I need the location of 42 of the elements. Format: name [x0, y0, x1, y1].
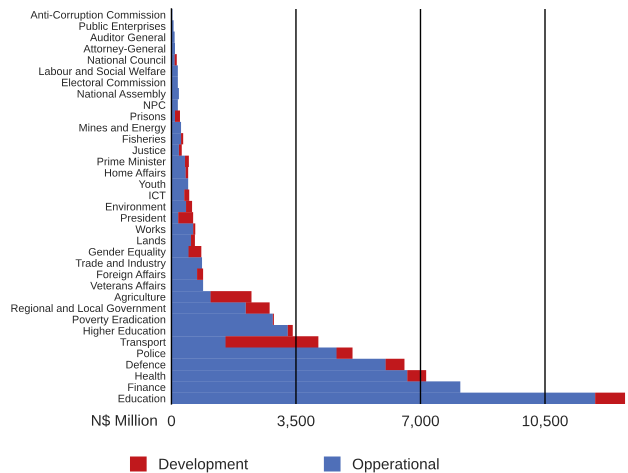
y-tick-label: Public Enterprises [79, 22, 166, 32]
x-tick-label: 10,500 [522, 415, 568, 428]
y-tick-label: ICT [149, 192, 166, 200]
y-tick-label: Regional and Local Government [11, 304, 166, 314]
legend-label: Opperational [352, 458, 439, 472]
y-tick-label: Environment [106, 202, 166, 210]
y-tick-label: Transport [120, 338, 166, 348]
y-tick-label: Mines and Energy [79, 124, 166, 134]
y-tick-label: NPC [144, 101, 166, 109]
y-tick-label: Health [135, 372, 166, 380]
y-tick-label: Lands [137, 236, 166, 244]
y-tick-label: Police [137, 349, 166, 358]
x-axis-title: N$ Million [92, 414, 157, 427]
y-tick-label: Prisons [130, 112, 166, 120]
y-tick-label: National Council [88, 56, 166, 64]
y-tick-label: Defence [126, 360, 166, 368]
y-tick-label: Finance [128, 383, 166, 392]
y-tick-label: Education [118, 394, 166, 402]
y-tick-label: Fisheries [122, 134, 166, 143]
legend-label: Development [159, 458, 248, 472]
y-tick-label: Gender Equality [88, 248, 166, 258]
y-tick-label: Anti-Corruption Commission [30, 10, 166, 21]
y-tick-label: Home Affairs [104, 168, 166, 177]
x-tick-label: 3,500 [277, 415, 314, 428]
y-tick-label: President [121, 214, 166, 222]
y-tick-label: Works [135, 225, 166, 234]
y-tick-label: Foreign Affairs [97, 270, 166, 280]
y-tick-label: Auditor General [90, 33, 166, 42]
y-tick-label: National Assembly [78, 90, 166, 100]
y-tick-label: Electoral Commission [62, 78, 166, 86]
y-tick-label: Agriculture [114, 292, 166, 303]
y-tick-label: Trade and Industry [76, 258, 166, 270]
y-tick-label: Attorney-General [83, 44, 166, 55]
x-tick-label: 0 [168, 415, 176, 426]
y-tick-label: Prime Minister [98, 157, 166, 166]
y-tick-label: Higher Education [84, 326, 166, 337]
y-tick-label: Justice [132, 146, 166, 154]
y-tick-label: Labour and Social Welfare [39, 67, 166, 76]
y-tick-label: Youth [138, 180, 166, 188]
y-tick-label: Veterans Affairs [90, 282, 166, 290]
x-tick-label: 7,000 [402, 415, 439, 428]
y-tick-label: Poverty Eradication [72, 315, 166, 326]
